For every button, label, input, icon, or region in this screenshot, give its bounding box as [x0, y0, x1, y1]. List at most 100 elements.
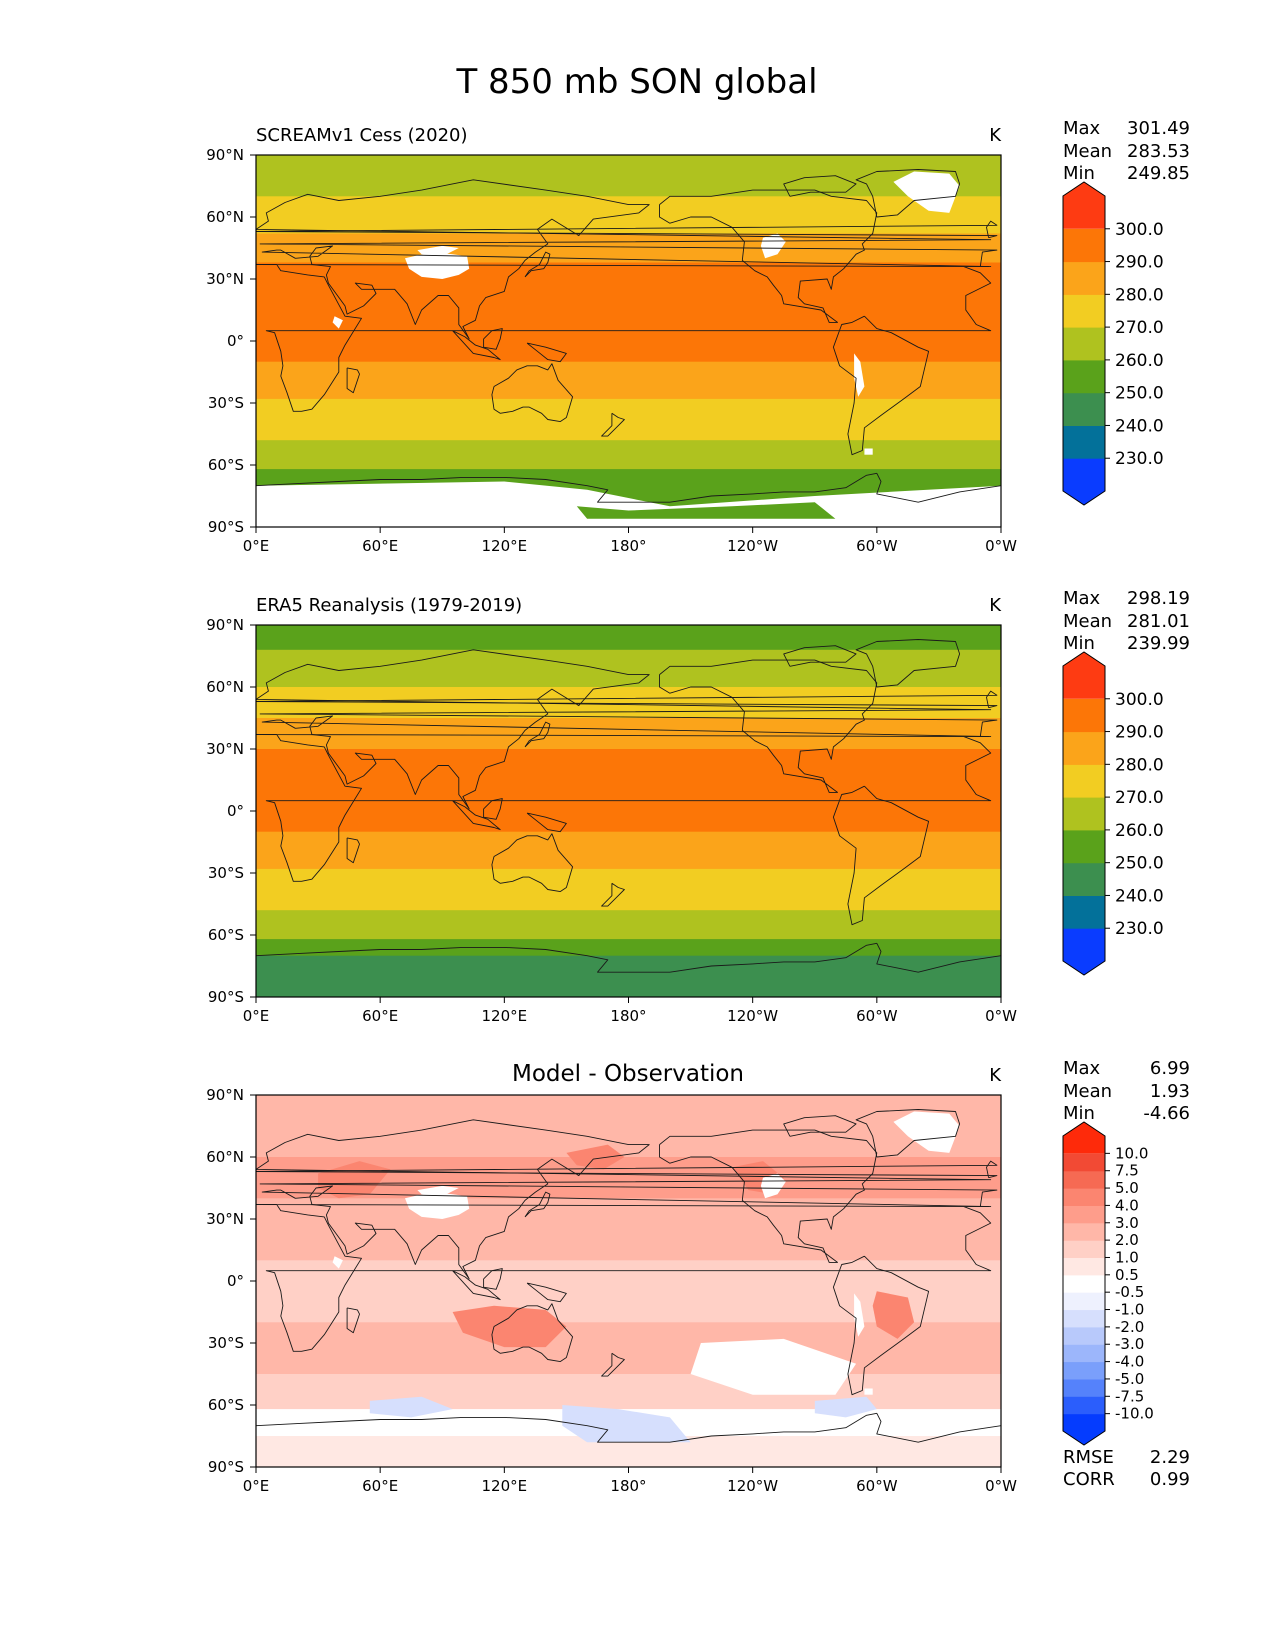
- units-label: K: [989, 595, 1002, 616]
- stat-value-max: 298.19: [1127, 588, 1190, 609]
- x-tick-label: 0°W: [985, 1477, 1017, 1495]
- coastline: [256, 649, 998, 810]
- coastline: [526, 1282, 567, 1303]
- masked-region: [332, 1256, 343, 1269]
- coastline: [491, 1303, 574, 1363]
- colorbar-tick-label: 280.0: [1115, 285, 1164, 305]
- map-area: [255, 1094, 1002, 1468]
- colorbar-segment: [1063, 1326, 1105, 1345]
- coastline: [601, 882, 625, 907]
- field-band: [256, 955, 1001, 997]
- coastline: [346, 367, 360, 394]
- colorbar-segment: [1063, 1378, 1105, 1397]
- y-tick-label: 30°S: [208, 864, 244, 882]
- coastline: [256, 1119, 998, 1280]
- coastline: [256, 179, 998, 340]
- coastline: [524, 721, 551, 748]
- stat-label-min: Min: [1063, 633, 1095, 654]
- colorbar-segment: [1063, 425, 1105, 459]
- y-tick-label: 60°N: [206, 1148, 244, 1166]
- colorbar-segment: [1063, 731, 1105, 765]
- colorbar-segment: [1063, 1361, 1105, 1380]
- colorbar-tick-label: 0.5: [1115, 1266, 1139, 1284]
- field-band: [256, 831, 1001, 870]
- masked-region: [854, 1293, 865, 1337]
- stat-value-mean: 1.93: [1150, 1081, 1190, 1102]
- anomaly-region: [562, 1405, 691, 1443]
- coastline: [452, 800, 501, 831]
- field-band: [256, 440, 1001, 470]
- colorbar-tick-label: 260.0: [1115, 821, 1164, 841]
- x-tick-label: 60°E: [362, 537, 398, 555]
- colorbar-tick-label: 240.0: [1115, 416, 1164, 436]
- anomaly-region: [369, 1396, 453, 1418]
- x-tick-label: 120°W: [727, 537, 778, 555]
- field-band: [256, 1095, 1001, 1158]
- coastline: [483, 1268, 503, 1290]
- coastline: [256, 1412, 1001, 1443]
- colorbar-segment: [1063, 392, 1105, 426]
- colorbar-segment: [1063, 764, 1105, 798]
- field-band: [256, 1374, 1001, 1410]
- coastline: [256, 1160, 998, 1179]
- units-label: K: [989, 1065, 1002, 1086]
- y-tick-label: 30°S: [208, 1334, 244, 1352]
- y-tick-label: 0°: [227, 1272, 244, 1290]
- x-tick-label: 0°W: [985, 537, 1017, 555]
- stat-value-max: 6.99: [1150, 1058, 1190, 1079]
- colorbar-tick-label: 250.0: [1115, 854, 1164, 874]
- anomaly-region: [566, 1144, 625, 1170]
- panel-difference: Model - Observation K Max 6.99 Mean 1.93…: [206, 1058, 1190, 1495]
- x-tick-label: 0°E: [243, 1007, 270, 1025]
- colorbar-segment: [1063, 1122, 1105, 1154]
- anomaly-region: [814, 1396, 877, 1418]
- stat-value-mean: 281.01: [1127, 611, 1190, 632]
- x-tick-label: 120°W: [727, 1477, 778, 1495]
- masked-region: [854, 353, 865, 397]
- colorbar-tick-label: -3.0: [1115, 1335, 1144, 1353]
- field-band: [256, 262, 1001, 363]
- colorbar-tick-label: 5.0: [1115, 1179, 1139, 1197]
- masked-region: [893, 1111, 960, 1153]
- coastline: [659, 1129, 878, 1263]
- colorbar-tick-label: 270.0: [1115, 788, 1164, 808]
- colorbar-segment: [1063, 1222, 1105, 1241]
- colorbar-tick-label: -7.5: [1115, 1387, 1144, 1405]
- field-band: [256, 1322, 1001, 1375]
- field-band: [256, 939, 1001, 957]
- stat-label-mean: Mean: [1063, 141, 1112, 162]
- masked-region: [864, 1388, 873, 1395]
- masked-region: [332, 316, 343, 329]
- x-tick-label: 0°E: [243, 537, 270, 555]
- colorbar-segment: [1063, 1292, 1105, 1311]
- stat-label-max: Max: [1063, 1058, 1101, 1079]
- colorbar-tick-label: -0.5: [1115, 1283, 1144, 1301]
- coastline: [855, 1109, 961, 1158]
- x-tick-label: 120°W: [727, 1007, 778, 1025]
- stat-label-max: Max: [1063, 118, 1101, 139]
- masked-region: [417, 245, 459, 255]
- colorbar-segment: [1063, 359, 1105, 394]
- colorbar-segment: [1063, 1274, 1105, 1293]
- coastline: [524, 251, 551, 278]
- colorbar-tick-label: 4.0: [1115, 1196, 1139, 1214]
- y-tick-label: 60°N: [206, 678, 244, 696]
- colorbar-tick-label: -2.0: [1115, 1318, 1144, 1336]
- panel-title: SCREAMv1 Cess (2020): [256, 125, 468, 146]
- stat-label-mean: Mean: [1063, 1081, 1112, 1102]
- masked-region: [417, 1185, 459, 1195]
- coastline: [783, 1115, 857, 1137]
- rmse-label: RMSE: [1063, 1447, 1114, 1468]
- y-tick-label: 60°N: [206, 208, 244, 226]
- map-field: [256, 1095, 1001, 1467]
- colorbar-tick-label: 230.0: [1115, 919, 1164, 939]
- coastline: [491, 363, 574, 423]
- stat-value-max: 301.49: [1127, 118, 1190, 139]
- colorbar-segment: [1063, 1240, 1105, 1258]
- coastline: [524, 1191, 551, 1218]
- colorbar-segment: [1063, 862, 1105, 896]
- masked-region: [893, 171, 960, 213]
- field-region: [576, 502, 836, 519]
- coastline: [832, 785, 930, 926]
